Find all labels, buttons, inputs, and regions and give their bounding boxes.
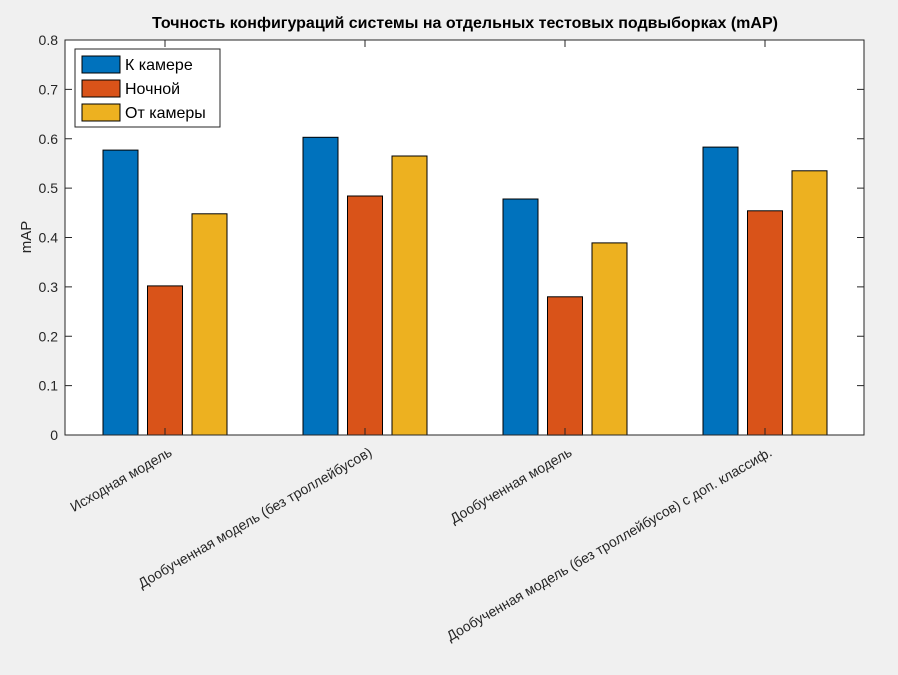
y-tick-label: 0.8 [39, 32, 59, 48]
y-tick-label: 0.2 [39, 328, 59, 344]
bar-3-4 [791, 170, 828, 436]
y-tick-label: 0.1 [39, 378, 59, 394]
bar-2-3 [547, 296, 583, 436]
legend-label: От камеры [125, 105, 206, 122]
chart-title: Точность конфигураций системы на отдельн… [152, 15, 778, 32]
bar-1-1 [102, 149, 139, 436]
legend-label: К камере [125, 57, 193, 74]
legend-swatch [81, 103, 121, 122]
y-tick-label: 0.6 [39, 131, 59, 147]
bar-2-1 [147, 285, 183, 436]
bar-3-1 [191, 213, 228, 436]
y-tick-label: 0 [50, 427, 58, 443]
y-tick-label: 0.3 [39, 279, 59, 295]
bar-2-4 [747, 210, 783, 436]
y-axis-label: mAP [18, 221, 35, 254]
bars-group [102, 136, 828, 436]
legend: К камере Ночной От камеры [74, 48, 221, 128]
bar-1-2 [302, 136, 339, 436]
y-tick-label: 0.4 [39, 230, 59, 246]
bar-1-3 [502, 198, 539, 436]
legend-swatch [81, 79, 121, 98]
legend-swatch [81, 55, 121, 74]
x-tick-label: Дообученная модель (без троллейбусов) [135, 444, 374, 591]
bar-3-3 [591, 242, 628, 436]
bar-3-2 [391, 155, 428, 436]
bar-2-2 [347, 195, 383, 436]
y-tick-label: 0.7 [39, 81, 59, 97]
y-tick-label: 0.5 [39, 180, 59, 196]
x-tick-label: Исходная модель [67, 444, 174, 515]
legend-label: Ночной [125, 81, 180, 98]
x-tick-label: Дообученная модель (без троллейбусов) с … [444, 444, 775, 644]
bar-1-4 [702, 146, 739, 436]
x-tick-label: Дообученная модель [447, 444, 574, 527]
axes-group: 0 0.1 0.2 0.3 0.4 0.5 0.6 0.7 0.8 [39, 32, 865, 443]
